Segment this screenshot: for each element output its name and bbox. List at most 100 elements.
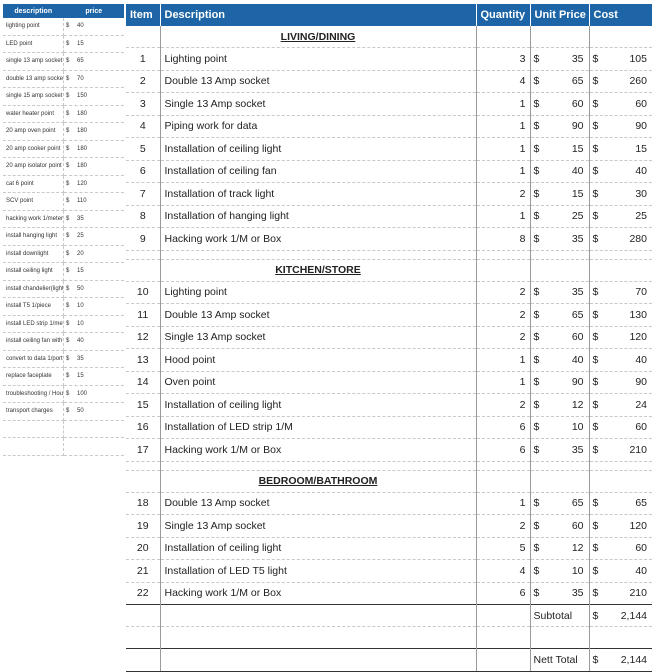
currency-symbol: $ [592,187,599,200]
price-list-currency: $ [66,355,70,362]
line-item-unit-price: $65 [530,492,590,515]
description-header: Description [160,4,477,26]
price-list-price-value: 65 [77,58,84,65]
section-title: LIVING/DINING [160,26,477,48]
line-item-row[interactable]: 10 Lighting point 2 $35 $70 [126,281,652,304]
line-item-cost: $60 [589,92,652,116]
price-list-description-header: description [3,4,64,18]
line-item-description: Hacking work 1/M or Box [160,438,477,462]
line-item-unit-price-value: 10 [571,564,584,577]
price-list-row[interactable]: install ceiling light $15 [3,262,124,281]
line-item-row[interactable]: 9 Hacking work 1/M or Box 8 $35 $280 [126,227,652,251]
price-list-price-value: 25 [77,233,84,240]
line-item-row[interactable]: 8 Installation of hanging light 1 $25 $25 [126,205,652,228]
currency-symbol: $ [533,165,540,178]
empty-cell [126,648,161,672]
line-item-row[interactable]: 1 Lighting point 3 $35 $105 [126,47,652,71]
price-list-row[interactable]: single 15 amp socket $150 [3,87,124,106]
price-list-row[interactable]: install LED strip 1/meter $10 [3,315,124,333]
line-item-unit-price: $15 [530,137,590,161]
line-item-description: Installation of ceiling light [160,393,477,417]
section-header-row: BEDROOM/BATHROOM [126,470,652,493]
line-item-number: 14 [126,371,161,394]
price-list-row[interactable]: troubleshooting / Hour $100 [3,385,124,403]
line-item-number: 22 [126,582,161,605]
price-list-item-description: LED point [3,35,64,53]
price-list-empty-row[interactable] [3,420,124,438]
currency-symbol: $ [533,519,540,532]
line-item-description: Installation of hanging light [160,205,477,228]
price-list-row[interactable]: install ceiling fan with light$40 [3,332,124,351]
line-item-row[interactable]: 2 Double 13 Amp socket 4 $65 $260 [126,70,652,93]
price-list-price-value: 15 [77,373,84,380]
line-item-row[interactable]: 21 Installation of LED T5 light 4 $10 $40 [126,559,652,583]
currency-symbol: $ [592,353,599,366]
price-list-row[interactable]: install chandelier(light) $50 [3,280,124,298]
price-list-item-description: replace faceplate [3,367,64,386]
line-item-row[interactable]: 4 Piping work for data 1 $90 $90 [126,115,652,138]
price-list-item-price: $50 [63,402,124,421]
line-item-row[interactable]: 17 Hacking work 1/M or Box 6 $35 $210 [126,438,652,462]
price-list-row[interactable]: LED point $15 [3,35,124,53]
empty-cell [530,461,590,471]
section-unit-cell [530,26,590,48]
line-item-row[interactable]: 14 Oven point 1 $90 $90 [126,371,652,394]
price-list-item-price: $35 [63,210,124,228]
line-item-unit-price-value: 60 [571,97,584,110]
line-item-row[interactable]: 16 Installation of LED strip 1/M 6 $10 $60 [126,416,652,439]
price-list-row[interactable]: 20 amp isolator point $180 [3,157,124,176]
section-cost-cell [589,26,652,48]
line-item-number: 13 [126,348,161,372]
line-item-row[interactable]: 5 Installation of ceiling light 1 $15 $15 [126,137,652,161]
line-item-row[interactable]: 6 Installation of ceiling fan 1 $40 $40 [126,160,652,183]
price-list-item-description: troubleshooting / Hour [3,385,64,403]
price-list-row[interactable]: install downlight $20 [3,245,124,263]
price-list-empty-row[interactable] [3,437,124,456]
line-item-row[interactable]: 3 Single 13 Amp socket 1 $60 $60 [126,92,652,116]
price-list-row[interactable]: convert to data 1/port $35 [3,350,124,368]
price-list-row[interactable]: double 13 amp socket $70 [3,70,124,88]
price-list-row[interactable]: 20 amp oven point $180 [3,122,124,141]
line-item-row[interactable]: 12 Single 13 Amp socket 2 $60 $120 [126,326,652,349]
line-item-row[interactable]: 13 Hood point 1 $40 $40 [126,348,652,372]
line-item-row[interactable]: 20 Installation of ceiling light 5 $12 $60 [126,537,652,560]
line-item-row[interactable]: 15 Installation of ceiling light 2 $12 $24 [126,393,652,417]
line-item-number: 1 [126,47,161,71]
price-list-currency: $ [66,320,70,327]
price-list-row[interactable]: 20 amp cooker point $180 [3,140,124,158]
line-item-row[interactable]: 11 Double 13 Amp socket 2 $65 $130 [126,303,652,327]
price-list-price-value: 50 [77,285,84,292]
empty-cell [160,604,477,627]
price-list-row[interactable]: transport charges $50 [3,402,124,421]
line-item-unit-price: $35 [530,47,590,71]
price-list-row[interactable]: water heater point $180 [3,105,124,123]
line-item-description: Hood point [160,348,477,372]
line-item-row[interactable]: 7 Installation of track light 2 $15 $30 [126,182,652,206]
line-item-description: Lighting point [160,47,477,71]
price-list-row[interactable]: hacking work 1/meter $35 [3,210,124,228]
price-list-row[interactable]: SCV point $110 [3,192,124,211]
line-item-row[interactable]: 19 Single 13 Amp socket 2 $60 $120 [126,514,652,538]
currency-symbol: $ [533,353,540,366]
price-list-row[interactable]: install T5 1/piece $10 [3,297,124,316]
line-item-unit-price-value: 35 [571,232,584,245]
line-item-quantity: 5 [476,537,531,560]
price-list-row[interactable]: single 13 amp socket $65 [3,52,124,71]
line-item-row[interactable]: 22 Hacking work 1/M or Box 6 $35 $210 [126,582,652,605]
price-list-row[interactable]: lighting point $40 [3,18,124,36]
line-item-unit-price-value: 40 [571,353,584,366]
price-list-row[interactable]: cat 6 point $120 [3,175,124,193]
price-list-currency: $ [66,250,70,257]
price-list-item-description: install ceiling fan with light [3,332,64,351]
line-item-row[interactable]: 18 Double 13 Amp socket 1 $65 $65 [126,492,652,515]
price-list-price-value: 180 [77,163,88,170]
line-item-cost-value: 280 [629,232,647,245]
currency-symbol: $ [533,398,540,411]
currency-symbol: $ [533,97,540,110]
spacer-row [126,461,652,471]
price-list-row[interactable]: replace faceplate $15 [3,367,124,386]
line-item-quantity: 2 [476,303,531,327]
price-list-row[interactable]: install hanging light $25 [3,227,124,246]
nett-total-row: Nett Total $2,144 [126,648,652,672]
section-qty-cell [476,470,531,493]
